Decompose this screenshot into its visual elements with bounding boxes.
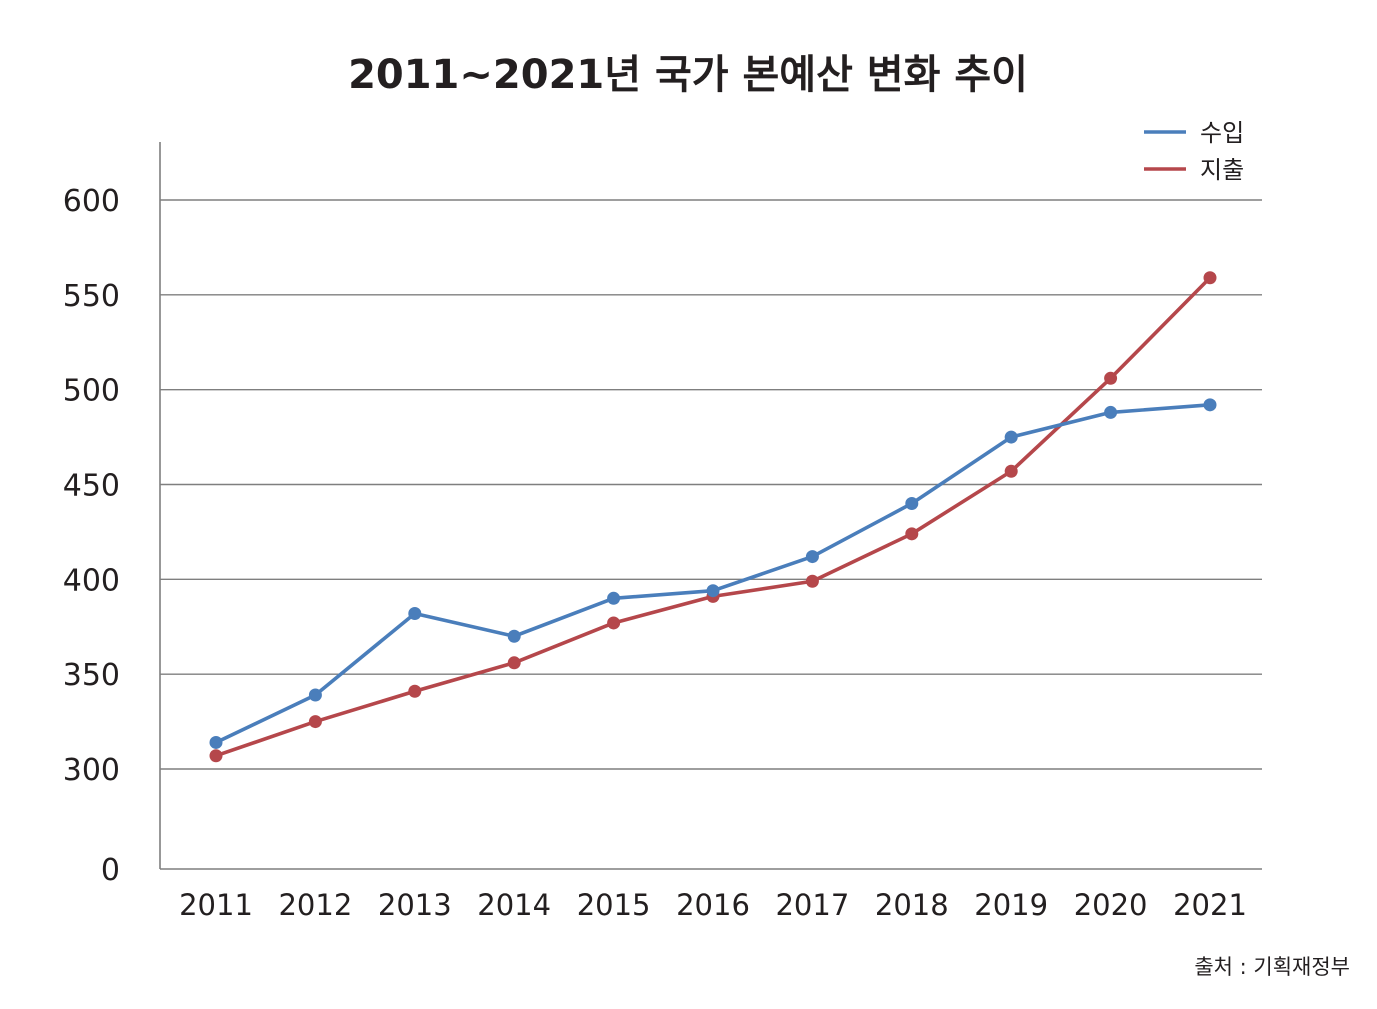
series-line (214, 403, 1212, 745)
data-point (507, 629, 521, 643)
series-expenditure (209, 271, 1217, 763)
gridlines (160, 199, 1262, 770)
data-point (607, 616, 621, 630)
data-point (408, 684, 422, 698)
data-point (209, 735, 223, 749)
data-point (308, 688, 322, 702)
x-tick-label: 2015 (577, 888, 651, 922)
x-tick-label: 2011 (179, 888, 253, 922)
data-point (1203, 271, 1217, 285)
x-tick-label: 2013 (378, 888, 452, 922)
x-tick-label: 2018 (875, 888, 949, 922)
data-point (706, 584, 720, 598)
y-tick-label: 450 (63, 469, 120, 504)
x-tick-label: 2020 (1074, 888, 1148, 922)
data-point (607, 591, 621, 605)
data-point (905, 527, 919, 541)
y-tick-label: 0 (101, 853, 120, 888)
y-tick-label: 500 (63, 374, 120, 409)
data-point (308, 715, 322, 729)
source-note: 출처 : 기획재정부 (1194, 955, 1350, 979)
data-point (1004, 464, 1018, 478)
series-line (214, 275, 1212, 758)
series-lines (209, 271, 1217, 763)
data-point (209, 749, 223, 763)
legend-label: 수입 (1200, 119, 1244, 147)
x-tick-label: 2014 (477, 888, 551, 922)
data-point (507, 656, 521, 670)
data-point (805, 574, 819, 588)
x-tick-label: 2019 (974, 888, 1048, 922)
data-point (805, 550, 819, 564)
data-point (1104, 371, 1118, 385)
legend-label: 지출 (1200, 156, 1244, 184)
x-tick-label: 2012 (278, 888, 352, 922)
series-revenue (209, 398, 1217, 749)
x-tick-label: 2017 (775, 888, 849, 922)
y-tick-label: 550 (63, 279, 120, 314)
y-tick-label: 400 (63, 563, 120, 598)
y-tick-label: 350 (63, 658, 120, 693)
x-tick-label: 2016 (676, 888, 750, 922)
data-point (408, 606, 422, 620)
data-point (1004, 430, 1018, 444)
data-point (1104, 405, 1118, 419)
x-tick-label: 2021 (1173, 888, 1247, 922)
data-point (1203, 398, 1217, 412)
chart-title: 2011~2021년 국가 본예산 변화 추이 (348, 52, 1028, 98)
axes: 0 300 350 400 450 500 550 600 2011 2012 2013 2014 20… (63, 142, 1262, 922)
data-point (905, 496, 919, 510)
y-tick-label: 300 (63, 753, 120, 788)
y-tick-label: 600 (63, 184, 120, 219)
